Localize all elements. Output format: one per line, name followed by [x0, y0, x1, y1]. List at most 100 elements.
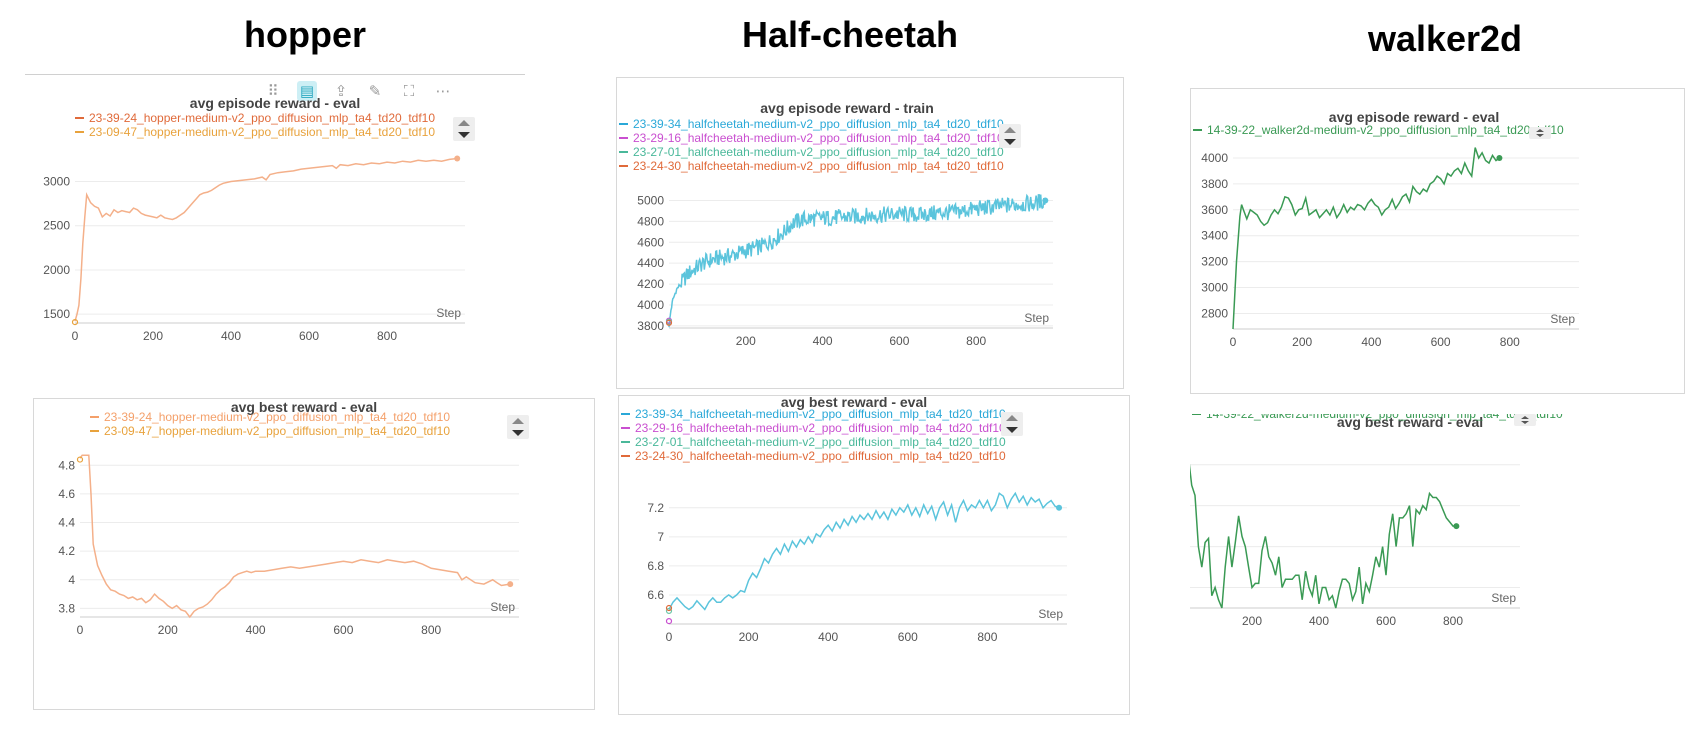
- x-axis-label: Step: [1550, 312, 1575, 326]
- env-title-hopper: hopper: [244, 14, 366, 55]
- y-tick-label: 2000: [43, 263, 70, 277]
- legend-item[interactable]: 23-09-47_hopper-medium-v2_ppo_diffusion_…: [90, 424, 450, 438]
- legend-scroll-control[interactable]: [453, 117, 475, 141]
- series-endpoint: [1042, 197, 1049, 204]
- legend-scroll-control[interactable]: [1514, 414, 1536, 426]
- legend-label: 14-39-22_walker2d-medium-v2_ppo_diffusio…: [1206, 414, 1563, 421]
- series-point: [665, 319, 673, 326]
- legend-label: 23-27-01_halfcheetah-medium-v2_ppo_diffu…: [633, 145, 1004, 159]
- chevron-up-icon[interactable]: [1006, 415, 1018, 421]
- drag-handle-icon[interactable]: ⠿: [267, 82, 279, 100]
- legend-item[interactable]: 23-29-16_halfcheetah-medium-v2_ppo_diffu…: [619, 131, 1004, 145]
- chart-panel-hopper-best: avg best reward - eval 23-39-24_hopper-me…: [33, 398, 595, 710]
- x-tick-label: 600: [1376, 614, 1396, 628]
- x-tick-label: 800: [1443, 614, 1463, 628]
- x-tick-label: 200: [158, 623, 178, 637]
- legend-label: 23-27-01_halfcheetah-medium-v2_ppo_diffu…: [635, 435, 1006, 449]
- chart-title: avg best reward - eval: [231, 399, 377, 415]
- legend-item[interactable]: 23-27-01_halfcheetah-medium-v2_ppo_diffu…: [621, 435, 1006, 449]
- y-tick-label: 4000: [1201, 151, 1228, 165]
- x-tick-label: 200: [736, 334, 756, 348]
- more-icon[interactable]: ⋯: [435, 82, 451, 100]
- x-tick-label: 800: [377, 329, 397, 343]
- chevron-down-icon[interactable]: [1006, 427, 1018, 433]
- legend-item[interactable]: 23-39-24_hopper-medium-v2_ppo_diffusion_…: [75, 111, 435, 125]
- chevron-up-icon[interactable]: [1004, 127, 1016, 133]
- share-icon[interactable]: ⇪: [334, 82, 348, 100]
- legend-label: 23-09-47_hopper-medium-v2_ppo_diffusion_…: [89, 125, 435, 139]
- y-tick-label: 3000: [1201, 281, 1228, 295]
- y-tick-label: 4.4: [58, 516, 75, 530]
- series-point: [665, 604, 673, 612]
- chart-cheetah-episode-reward-train: avg episode reward - train23-39-34_halfc…: [619, 100, 1053, 348]
- legend-scroll-control[interactable]: [999, 124, 1021, 148]
- chevron-down-icon[interactable]: [512, 430, 524, 436]
- chevron-up-icon[interactable]: [458, 120, 470, 126]
- series-point: [76, 456, 84, 463]
- fullscreen-icon[interactable]: ⛶: [403, 82, 415, 100]
- series-endpoint: [507, 581, 514, 588]
- y-tick-label: 4800: [637, 214, 664, 228]
- x-tick-label: 600: [299, 329, 319, 343]
- legend-item[interactable]: 23-09-47_hopper-medium-v2_ppo_diffusion_…: [75, 125, 435, 139]
- series-line: [79, 454, 511, 619]
- y-tick-label: 7.2: [647, 501, 664, 515]
- chart-panel-hopper-eval: ⠿ ▤ ⇪ ✎ ⛶ ⋯ avg episode reward - eval 23-…: [25, 74, 525, 386]
- chevron-down-icon[interactable]: [1004, 139, 1016, 145]
- legend-scroll-control[interactable]: [507, 415, 529, 439]
- y-tick-label: 6.6: [647, 588, 664, 602]
- chart-cheetah-best-reward-eval: avg best reward - eval23-39-34_halfcheet…: [621, 396, 1067, 644]
- y-tick-label: 4600: [637, 235, 664, 249]
- x-tick-label: 0: [666, 630, 673, 644]
- x-tick-label: 400: [1309, 614, 1329, 628]
- y-tick-label: 3800: [637, 319, 664, 333]
- chart-hopper-best-reward-eval: avg best reward - eval23-39-24_hopper-me…: [58, 399, 529, 637]
- chevron-updown-icon: [1521, 416, 1529, 424]
- chevron-down-icon[interactable]: [458, 132, 470, 138]
- y-tick-label: 3400: [1201, 229, 1228, 243]
- series-line: [1190, 463, 1457, 609]
- chart-panel-cheetah-best: avg best reward - eval 23-39-34_halfcheet…: [618, 395, 1130, 715]
- chevron-updown-icon: [1536, 129, 1544, 137]
- chevron-up-icon[interactable]: [512, 418, 524, 424]
- x-axis-label: Step: [1024, 311, 1049, 325]
- series-line: [668, 491, 1060, 611]
- y-tick-label: 4400: [637, 256, 664, 270]
- x-tick-label: 400: [818, 630, 838, 644]
- legend-label: 23-29-16_halfcheetah-medium-v2_ppo_diffu…: [633, 131, 1004, 145]
- legend-label: 23-29-16_halfcheetah-medium-v2_ppo_diffu…: [635, 421, 1006, 435]
- clipboard-icon[interactable]: ▤: [297, 81, 317, 101]
- y-tick-label: 4000: [637, 298, 664, 312]
- x-tick-label: 200: [739, 630, 759, 644]
- x-tick-label: 0: [1230, 335, 1237, 349]
- chart-walker-episode-reward-eval: avg episode reward - eval14-39-22_walker…: [1193, 109, 1579, 349]
- legend-scroll-control[interactable]: [1001, 412, 1023, 436]
- chart-panel-walker-eval: avg episode reward - eval 14-39-22_walker…: [1190, 88, 1685, 394]
- legend-item[interactable]: 14-39-22_walker2d-medium-v2_ppo_diffusio…: [1192, 414, 1563, 421]
- legend-scroll-control[interactable]: [1529, 127, 1551, 139]
- legend-item[interactable]: 23-24-30_halfcheetah-medium-v2_ppo_diffu…: [621, 449, 1006, 463]
- legend-item[interactable]: 23-29-16_halfcheetah-medium-v2_ppo_diffu…: [621, 421, 1006, 435]
- x-tick-label: 800: [421, 623, 441, 637]
- y-tick-label: 2800: [1201, 306, 1228, 320]
- edit-icon[interactable]: ✎: [368, 82, 382, 100]
- series-line: [1232, 147, 1500, 330]
- chart-panel-cheetah-train: avg episode reward - train 23-39-34_halfc…: [616, 77, 1124, 389]
- legend-item[interactable]: 23-39-24_hopper-medium-v2_ppo_diffusion_…: [90, 410, 450, 424]
- legend-item[interactable]: 23-27-01_halfcheetah-medium-v2_ppo_diffu…: [619, 145, 1004, 159]
- x-tick-label: 400: [221, 329, 241, 343]
- legend-item[interactable]: 14-39-22_walker2d-medium-v2_ppo_diffusio…: [1193, 123, 1564, 137]
- series-line: [668, 193, 1047, 328]
- y-tick-label: 3000: [43, 175, 70, 189]
- legend-item[interactable]: 23-24-30_halfcheetah-medium-v2_ppo_diffu…: [619, 159, 1004, 173]
- legend-item[interactable]: 23-39-34_halfcheetah-medium-v2_ppo_diffu…: [619, 117, 1004, 131]
- legend-item[interactable]: 23-39-34_halfcheetah-medium-v2_ppo_diffu…: [621, 407, 1006, 421]
- x-axis-label: Step: [1038, 607, 1063, 621]
- series-point: [665, 617, 673, 625]
- legend-label: 23-24-30_halfcheetah-medium-v2_ppo_diffu…: [633, 159, 1004, 173]
- x-tick-label: 200: [143, 329, 163, 343]
- y-tick-label: 4.6: [58, 487, 75, 501]
- x-tick-label: 0: [72, 329, 79, 343]
- y-tick-label: 3600: [1201, 203, 1228, 217]
- x-axis-label: Step: [490, 600, 515, 614]
